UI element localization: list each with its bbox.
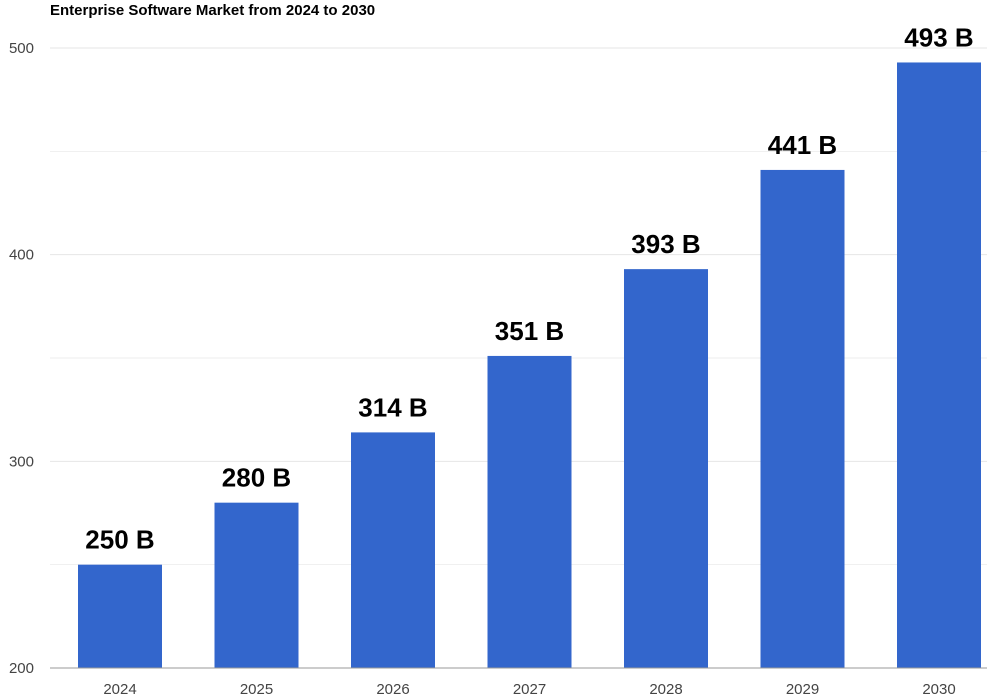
x-tick-label: 2029	[786, 681, 819, 698]
x-axis-ticks: 2024 2025 2026 2027 2028 2029 2030	[103, 681, 955, 698]
data-label: 393 B	[631, 229, 700, 259]
x-tick-label: 2030	[922, 681, 955, 698]
y-tick-label: 300	[9, 453, 34, 470]
x-tick-label: 2026	[376, 681, 409, 698]
data-label: 280 B	[222, 463, 291, 493]
x-tick-label: 2027	[513, 681, 546, 698]
y-axis-ticks: 200 300 400 500	[9, 40, 34, 677]
x-tick-label: 2028	[649, 681, 682, 698]
y-tick-label: 200	[9, 660, 34, 677]
data-labels: 250 B 280 B 314 B 351 B 393 B 441 B 493 B	[85, 22, 973, 554]
bar	[78, 564, 162, 668]
x-tick-label: 2025	[240, 681, 273, 698]
data-label: 441 B	[768, 130, 837, 160]
bar	[897, 62, 981, 668]
data-label: 351 B	[495, 316, 564, 346]
bar	[487, 355, 572, 668]
bar	[624, 269, 708, 668]
bar	[351, 432, 435, 668]
data-label: 493 B	[904, 22, 973, 52]
x-tick-label: 2024	[103, 681, 136, 698]
y-tick-label: 500	[9, 40, 34, 57]
chart-title: Enterprise Software Market from 2024 to …	[50, 2, 376, 19]
bars	[78, 62, 981, 668]
y-tick-label: 400	[9, 247, 34, 264]
bar	[760, 169, 845, 668]
data-label: 250 B	[85, 525, 154, 555]
data-label: 314 B	[358, 392, 427, 422]
bar	[214, 502, 299, 668]
